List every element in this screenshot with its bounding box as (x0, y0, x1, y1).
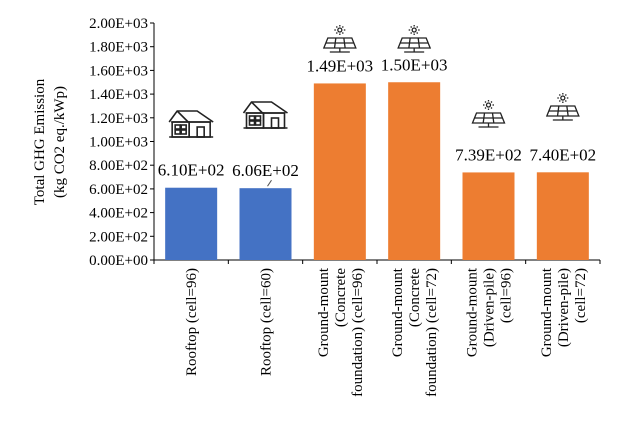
data-labels: 6.10E+02 6.06E+02 1.49E+03 1.50E+03 7.39E+02… (158, 55, 596, 187)
icons (168, 25, 580, 138)
y-tick-label: 1.80E+03 (89, 40, 148, 56)
y-tick-label: 8.00E+02 (89, 158, 148, 174)
bar (536, 172, 589, 260)
category-label: Ground-mount (390, 267, 406, 357)
house-icon (168, 110, 214, 138)
data-label: 6.10E+02 (158, 161, 225, 180)
bar (388, 82, 441, 260)
data-label: 7.39E+02 (455, 145, 522, 164)
solar-panel-icon (471, 100, 506, 128)
y-tick-label: 2.00E+02 (89, 229, 148, 245)
y-tick-label: 1.60E+03 (89, 63, 148, 79)
category-label: Ground-mount (316, 267, 332, 357)
category-label: (Driven-pile) (482, 268, 498, 347)
bar (313, 83, 366, 260)
y-tick-label: 0.00E+00 (89, 253, 148, 269)
y-tick-label: 1.40E+03 (89, 87, 148, 103)
bars (165, 82, 589, 260)
category-label: Ground-mount (465, 267, 481, 357)
bar (165, 187, 218, 260)
y-axis-title-line: (kg CO2 eq./kWp) (52, 86, 68, 198)
bar (462, 172, 515, 260)
category-label: (Concrete (333, 268, 349, 327)
solar-panel-icon (545, 93, 580, 121)
y-tick-label: 1.20E+03 (89, 111, 148, 127)
category-label: Rooftop (cell=60) (259, 268, 275, 376)
y-tick-label: 6.00E+02 (89, 182, 148, 198)
data-label: 1.50E+03 (381, 55, 448, 74)
data-label: 6.06E+02 (232, 161, 299, 180)
y-axis: 0.00E+00 2.00E+02 4.00E+02 6.00E+02 8.00E+02… (89, 16, 601, 269)
category-label: foundation) (cell=96) (350, 268, 366, 397)
data-label: 1.49E+03 (306, 56, 373, 75)
category-label: (Concrete (407, 268, 423, 327)
category-label: foundation) (cell=72) (424, 268, 440, 397)
y-tick-label: 2.00E+03 (89, 16, 148, 32)
data-label: 7.40E+02 (529, 145, 596, 164)
category-label: Ground-mount (539, 267, 555, 357)
solar-panel-icon (397, 25, 432, 53)
category-label: (Driven-pile) (556, 268, 572, 347)
category-labels: Rooftop (cell=96) Rooftop (cell=60) Ground… (184, 267, 589, 397)
solar-panel-icon (322, 25, 357, 53)
y-tick-label: 1.00E+03 (89, 135, 148, 151)
y-tick-label: 4.00E+02 (89, 206, 148, 222)
leader-line (267, 179, 272, 187)
y-axis-title-line: Total GHG Emission (32, 78, 48, 205)
category-label: (cell=96) (499, 268, 515, 323)
y-axis-label: Total GHG Emission (kg CO2 eq./kWp) (32, 78, 68, 205)
category-label: Rooftop (cell=96) (184, 268, 200, 376)
bar (239, 188, 292, 260)
category-label: (cell=72) (573, 268, 589, 323)
house-icon (242, 101, 288, 129)
